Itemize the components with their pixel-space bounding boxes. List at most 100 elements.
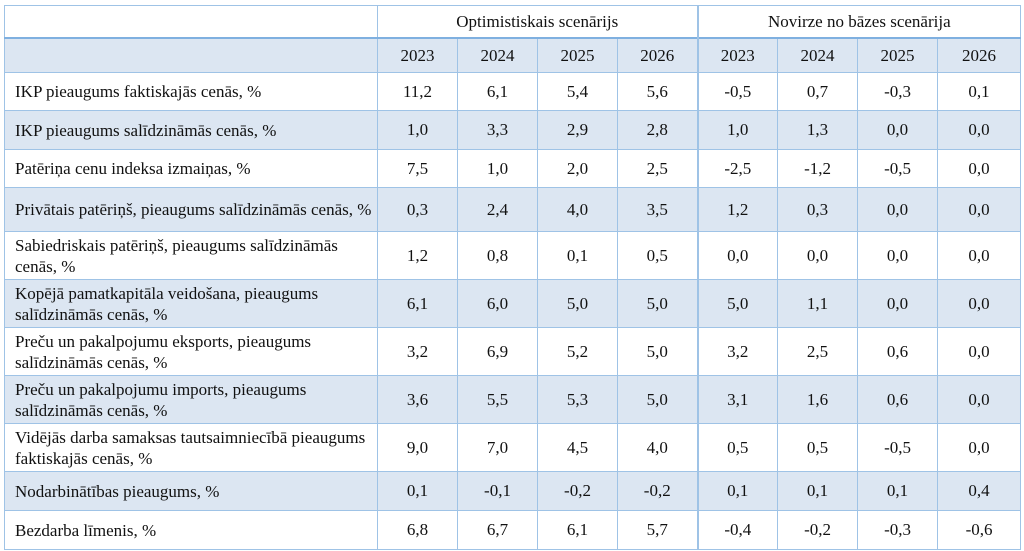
table-row: Nodarbinātības pieaugums, % 0,1 -0,1 -0,2 -0… (4, 471, 1022, 511)
value-cell: 0,3 (777, 187, 859, 232)
value-cell: 0,5 (616, 231, 699, 280)
value-cell: 0,0 (937, 110, 1022, 150)
value-cell: 0,5 (777, 423, 859, 472)
value-cell: 2,5 (777, 327, 859, 376)
row-label: Privātais patēriņš, pieaugums salīdzinām… (4, 187, 378, 232)
value-cell: 5,6 (616, 72, 699, 111)
value-cell: 0,0 (937, 149, 1022, 188)
value-cell: 6,9 (457, 327, 538, 376)
value-cell: 2,8 (616, 110, 699, 150)
row-label: Nodarbinātības pieaugums, % (4, 471, 378, 511)
value-cell: 5,4 (537, 72, 618, 111)
value-cell: 4,0 (616, 423, 699, 472)
value-cell: 0,0 (857, 231, 939, 280)
value-cell: 2,5 (616, 149, 699, 188)
value-cell: 9,0 (377, 423, 458, 472)
table-row: Preču un pakalpojumu imports, pieaugums … (4, 375, 1022, 424)
scenario-table-container: Optimistiskais scenārijs Novirze no bāze… (4, 5, 1022, 550)
value-cell: -0,2 (537, 471, 618, 511)
year-header-cell: 2025 (537, 37, 618, 73)
value-cell: 0,1 (857, 471, 939, 511)
value-cell: 6,1 (537, 510, 618, 550)
value-cell: 0,3 (377, 187, 458, 232)
row-label: Sabiedriskais patēriņš, pieaugums salīdz… (4, 231, 378, 280)
value-cell: -0,1 (457, 471, 538, 511)
value-cell: 7,5 (377, 149, 458, 188)
value-cell: 0,6 (857, 327, 939, 376)
value-cell: 7,0 (457, 423, 538, 472)
value-cell: 0,4 (937, 471, 1022, 511)
value-cell: 0,0 (777, 231, 859, 280)
value-cell: 2,4 (457, 187, 538, 232)
value-cell: -0,3 (857, 72, 939, 111)
value-cell: 1,3 (777, 110, 859, 150)
value-cell: 0,0 (857, 279, 939, 328)
value-cell: -0,2 (777, 510, 859, 550)
value-cell: 1,0 (377, 110, 458, 150)
value-cell: 0,6 (857, 375, 939, 424)
value-cell: 0,0 (857, 187, 939, 232)
table-row: Preču un pakalpojumu eksports, pieaugums… (4, 327, 1022, 376)
value-cell: 11,2 (377, 72, 458, 111)
value-cell: 5,5 (457, 375, 538, 424)
value-cell: 5,0 (616, 327, 699, 376)
value-cell: 1,6 (777, 375, 859, 424)
group-header-optimistic: Optimistiskais scenārijs (376, 5, 699, 39)
value-cell: 3,3 (457, 110, 538, 150)
value-cell: 5,0 (696, 279, 779, 328)
table-row: IKP pieaugums salīdzināmās cenās, % 1,0 3,… (4, 110, 1022, 150)
value-cell: 1,1 (777, 279, 859, 328)
value-cell: 5,0 (537, 279, 618, 328)
row-label: IKP pieaugums salīdzināmās cenās, % (4, 110, 378, 150)
value-cell: -0,2 (616, 471, 699, 511)
value-cell: 5,3 (537, 375, 618, 424)
value-cell: 2,0 (537, 149, 618, 188)
value-cell: -1,2 (777, 149, 859, 188)
value-cell: -0,4 (696, 510, 779, 550)
value-cell: 0,1 (537, 231, 618, 280)
value-cell: 0,0 (937, 423, 1022, 472)
table-row: Sabiedriskais patēriņš, pieaugums salīdz… (4, 231, 1022, 280)
value-cell: 6,0 (457, 279, 538, 328)
value-cell: 0,0 (937, 187, 1022, 232)
value-cell: 0,0 (937, 375, 1022, 424)
value-cell: 3,5 (616, 187, 699, 232)
value-cell: 6,7 (457, 510, 538, 550)
value-cell: 0,0 (857, 110, 939, 150)
row-label: Vidējās darba samaksas tautsaimniecībā p… (4, 423, 378, 472)
value-cell: 5,7 (616, 510, 699, 550)
value-cell: 0,0 (937, 327, 1022, 376)
value-cell: 0,0 (696, 231, 779, 280)
year-header-cell: 2024 (457, 37, 538, 73)
value-cell: 6,8 (377, 510, 458, 550)
row-label: Patēriņa cenu indeksa izmaiņas, % (4, 149, 378, 188)
value-cell: 3,2 (696, 327, 779, 376)
year-header-row: 2023 2024 2025 2026 2023 2024 2025 2026 (4, 37, 1022, 73)
year-header-cell: 2026 (937, 37, 1022, 73)
table-row: Vidējās darba samaksas tautsaimniecībā p… (4, 423, 1022, 472)
table-row: Kopējā pamatkapitāla veidošana, pieaugum… (4, 279, 1022, 328)
value-cell: 1,2 (696, 187, 779, 232)
value-cell: 5,0 (616, 375, 699, 424)
value-cell: 0,1 (937, 72, 1022, 111)
row-label: Kopējā pamatkapitāla veidošana, pieaugum… (4, 279, 378, 328)
value-cell: 6,1 (377, 279, 458, 328)
table-row: Bezdarba līmenis, % 6,8 6,7 6,1 5,7 -0,4 -0,2-… (4, 510, 1022, 550)
value-cell: 3,2 (377, 327, 458, 376)
value-cell: 0,1 (377, 471, 458, 511)
value-cell: -0,5 (696, 72, 779, 111)
value-cell: 1,2 (377, 231, 458, 280)
value-cell: 5,2 (537, 327, 618, 376)
value-cell: 1,0 (457, 149, 538, 188)
value-cell: 0,8 (457, 231, 538, 280)
value-cell: 5,0 (616, 279, 699, 328)
value-cell: 0,1 (696, 471, 779, 511)
value-cell: 2,9 (537, 110, 618, 150)
row-label: Bezdarba līmenis, % (4, 510, 378, 550)
value-cell: 3,1 (696, 375, 779, 424)
table-row: Privātais patēriņš, pieaugums salīdzinām… (4, 187, 1022, 232)
value-cell: -0,3 (857, 510, 939, 550)
corner-cell (4, 5, 378, 39)
value-cell: 4,0 (537, 187, 618, 232)
year-header-corner (4, 37, 378, 73)
